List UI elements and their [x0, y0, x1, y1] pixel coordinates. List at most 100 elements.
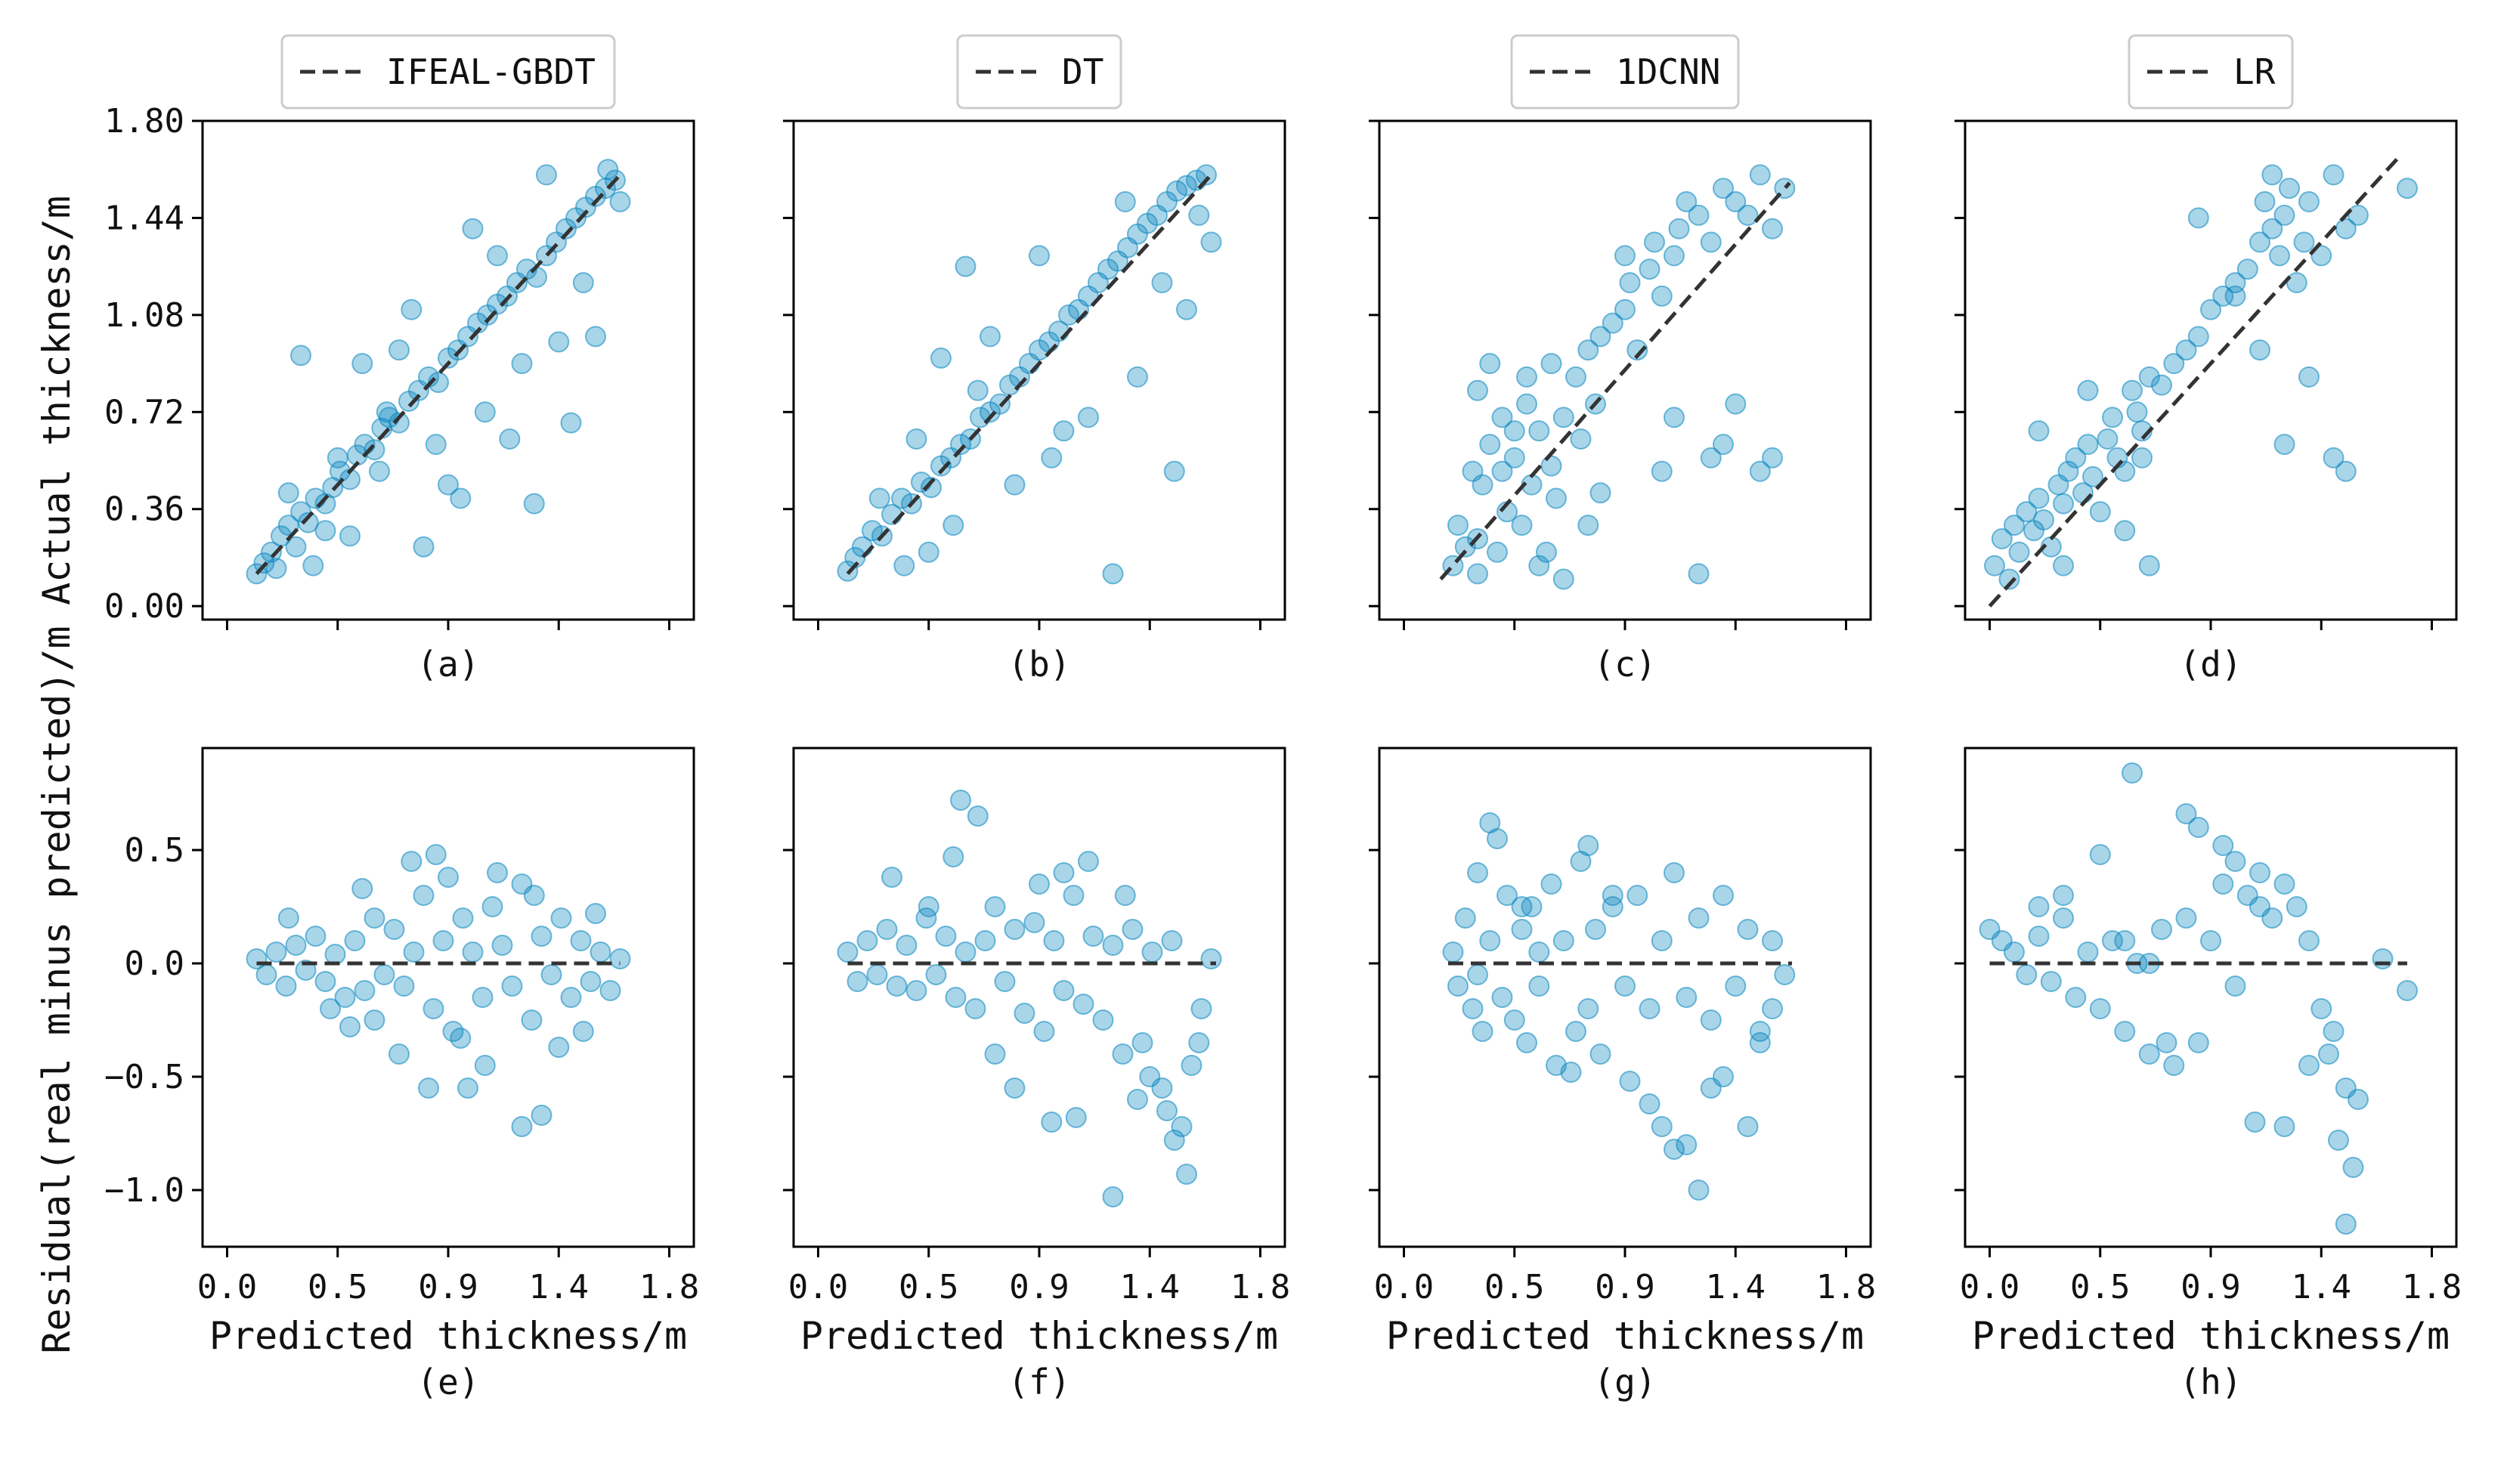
- scatter-point: [590, 941, 611, 963]
- scatter-point: [1762, 447, 1783, 468]
- scatter-point: [1491, 460, 1513, 482]
- scatter-point: [2126, 401, 2148, 423]
- y-tick-label: −0.5: [104, 1058, 184, 1096]
- panel-g: 0.0 0.5 0.9 1.4 1.8 Predicted thickness/m(g): [1369, 747, 1876, 1402]
- scatter-point: [2273, 1116, 2295, 1137]
- scatter-point: [383, 919, 405, 940]
- scatter-point: [1511, 515, 1533, 536]
- scatter-point: [1004, 919, 1026, 940]
- x-tick-label: 1.4: [2292, 1268, 2351, 1306]
- scatter-point: [1454, 907, 1476, 929]
- scatter-point: [1141, 941, 1163, 963]
- scatter-point: [2269, 245, 2290, 267]
- y-tick-label: 1.44: [104, 199, 184, 237]
- scatter-point: [1688, 907, 1710, 929]
- scatter-point: [376, 401, 398, 423]
- scatter-point: [393, 975, 415, 997]
- scatter-point: [1092, 1009, 1114, 1031]
- panel-tag: (g): [1593, 1362, 1656, 1402]
- plot-frame: [1378, 747, 1872, 1248]
- x-tick-label: 1.4: [529, 1268, 589, 1306]
- scatter-point: [2261, 164, 2283, 186]
- scatter-point: [1479, 434, 1501, 456]
- scatter-point: [2065, 987, 2087, 1008]
- scatter-point: [1196, 164, 1217, 186]
- x-tick-label: 0.0: [1960, 1268, 2020, 1306]
- scatter-point: [2298, 1055, 2320, 1076]
- scatter-point: [2372, 948, 2394, 969]
- scatter-point: [388, 339, 410, 361]
- x-tick-label: 0.9: [1595, 1268, 1654, 1306]
- scatter-point: [2397, 980, 2418, 1001]
- scatter-point: [1053, 420, 1075, 442]
- scatter-point: [1552, 407, 1574, 428]
- scatter-point: [1004, 474, 1026, 496]
- scatter-point: [277, 907, 299, 929]
- scatter-point: [2114, 930, 2136, 951]
- scatter-point: [1762, 218, 1783, 240]
- scatter-point: [2004, 941, 2025, 963]
- scatter-point: [265, 941, 287, 963]
- legend: DT: [956, 34, 1122, 110]
- plot-frame: [1964, 747, 2458, 1248]
- x-tick-label: 1.4: [1706, 1268, 1766, 1306]
- scatter-point: [413, 885, 435, 906]
- scatter-point: [955, 941, 976, 963]
- panel-c: (c) 1DCNN: [1369, 34, 1872, 685]
- panel-tag: (a): [416, 644, 479, 685]
- scatter-point: [1536, 541, 1557, 563]
- scatter-point: [1511, 896, 1533, 917]
- scatter-point: [452, 907, 474, 929]
- scatter-point: [1749, 1032, 1771, 1053]
- scatter-point: [984, 1043, 1006, 1065]
- scatter-point: [2187, 326, 2209, 348]
- scatter-point: [1546, 487, 1567, 509]
- scatter-point: [1516, 393, 1537, 415]
- scatter-point: [2053, 555, 2074, 577]
- scatter-point: [314, 520, 336, 542]
- y-tick-label: 0.5: [125, 831, 184, 870]
- scatter-point: [1664, 862, 1685, 883]
- scatter-point: [462, 218, 484, 240]
- scatter-point: [2249, 896, 2270, 917]
- scatter-point: [980, 326, 1001, 348]
- scatter-point: [474, 401, 496, 423]
- scatter-point: [1552, 930, 1574, 951]
- scatter-point: [1585, 919, 1606, 940]
- panel-tag: (b): [1007, 644, 1070, 685]
- scatter-point: [401, 298, 422, 320]
- scatter-point: [1688, 204, 1710, 226]
- scatter-point: [1454, 536, 1476, 558]
- scatter-point: [1487, 541, 1508, 563]
- scatter-point: [1577, 515, 1599, 536]
- scatter-point: [1552, 568, 1574, 590]
- scatter-point: [1156, 1100, 1178, 1121]
- y-axis-title-top: Actual thickness/m: [35, 196, 79, 605]
- scatter-point: [339, 525, 361, 547]
- scatter-point: [1467, 862, 1488, 883]
- scatter-point: [1029, 873, 1050, 895]
- scatter-point: [511, 353, 533, 375]
- scatter-point: [531, 1105, 552, 1126]
- panel-b: (b) DT: [783, 34, 1286, 685]
- scatter-point: [2261, 218, 2283, 240]
- y-tick-label: 1.08: [104, 296, 184, 335]
- scatter-point: [1043, 930, 1065, 951]
- scatter-point: [1112, 1043, 1134, 1065]
- scatter-point: [1447, 515, 1469, 536]
- scatter-point: [499, 428, 521, 450]
- x-tick-label: 0.0: [197, 1268, 257, 1306]
- panel-d: (d) LR: [1955, 34, 2458, 685]
- scatter-point: [2200, 298, 2221, 320]
- scatter-point: [1651, 460, 1673, 482]
- scatter-point: [1122, 919, 1144, 940]
- panel-tag: (e): [416, 1362, 479, 1402]
- scatter-point: [2175, 339, 2197, 361]
- scatter-point: [327, 447, 348, 468]
- scatter-point: [1602, 312, 1623, 334]
- scatter-point: [2298, 366, 2320, 388]
- scatter-point: [1639, 998, 1661, 1019]
- scatter-point: [1725, 191, 1747, 212]
- scatter-point: [2089, 501, 2111, 523]
- legend: IFEAL-GBDT: [280, 34, 616, 110]
